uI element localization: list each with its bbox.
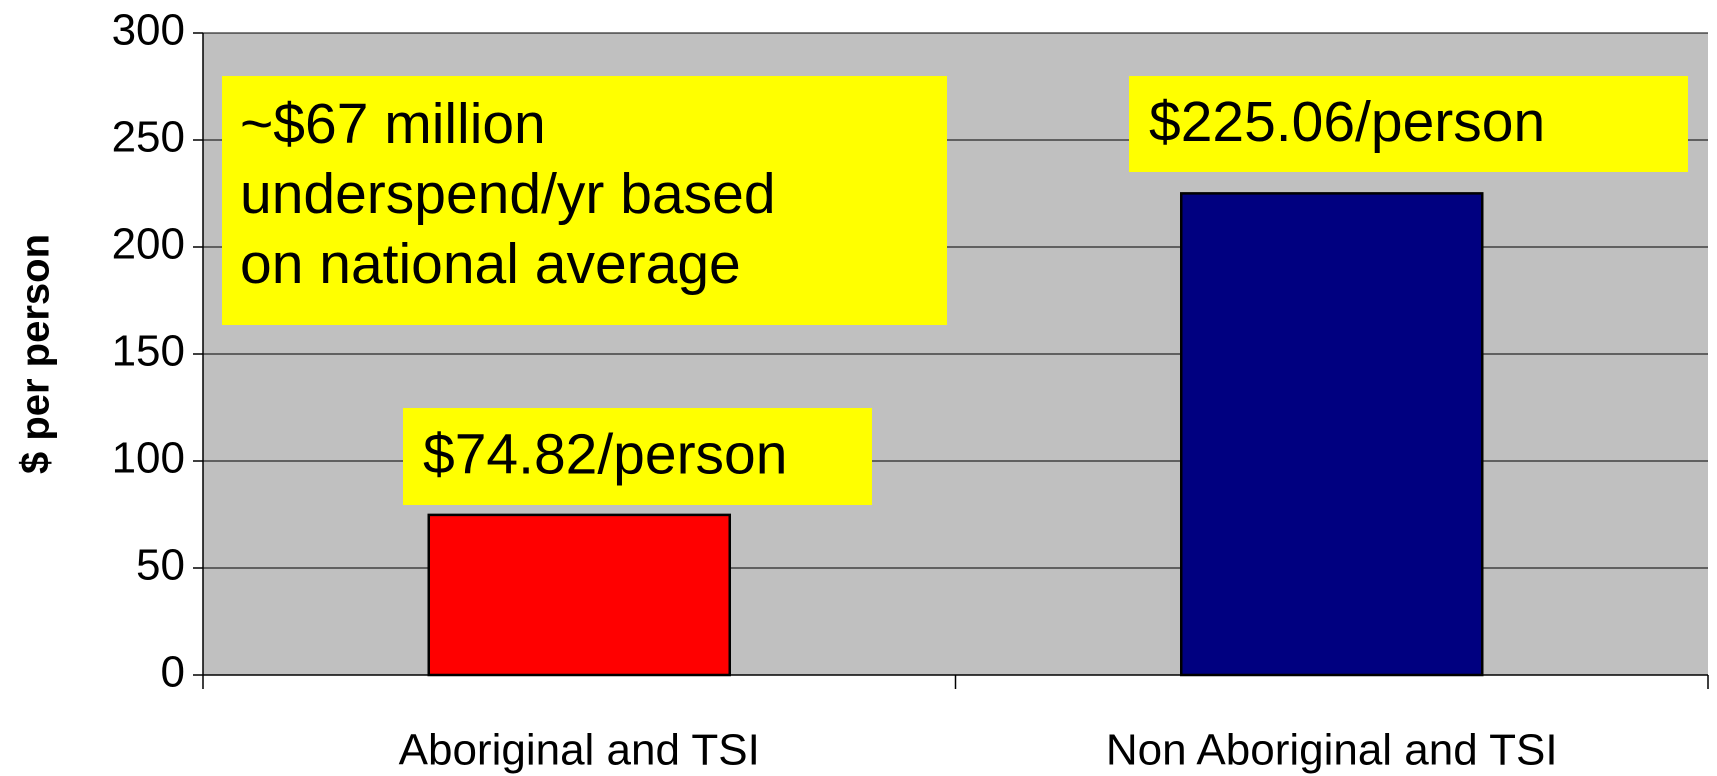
value-label: $225.06/person: [1149, 90, 1545, 154]
y-tick-label: 150: [112, 327, 185, 376]
y-tick-label: 300: [112, 6, 185, 55]
annotation: underspend/yr based: [240, 162, 776, 226]
y-tick-label: 50: [136, 541, 185, 590]
y-tick-label: 0: [161, 648, 185, 697]
annotation: ~$67 million: [240, 92, 546, 156]
annotation: on national average: [240, 232, 741, 296]
value-label: $74.82/person: [423, 423, 787, 487]
value-label-box: [1129, 76, 1688, 172]
y-tick-label: 200: [112, 220, 185, 269]
y-tick-label: 250: [112, 113, 185, 162]
bar: [1180, 192, 1484, 677]
y-tick-label: 100: [112, 434, 185, 483]
y-axis-title: $ per person: [14, 234, 58, 474]
bar: [427, 513, 731, 677]
x-tick-label: Non Aboriginal and TSI: [1106, 726, 1558, 775]
value-label-box: [403, 408, 872, 505]
annotation-box: [222, 76, 947, 325]
x-tick-label: Aboriginal and TSI: [399, 726, 760, 775]
